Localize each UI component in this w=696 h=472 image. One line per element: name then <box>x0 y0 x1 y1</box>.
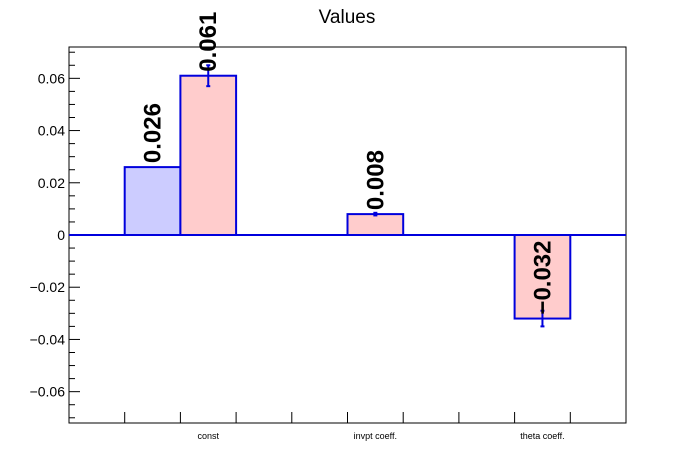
bar <box>513 234 572 320</box>
category-label: invpt coeff. <box>354 431 397 441</box>
data-label: 0.061 <box>195 12 222 72</box>
y-tick-label: −0.02 <box>30 279 66 295</box>
y-tick-label: 0.06 <box>38 70 65 86</box>
data-label: 0.008 <box>362 150 389 210</box>
category-label: const <box>197 431 219 441</box>
bar <box>179 74 238 236</box>
y-tick-label: −0.06 <box>30 384 66 400</box>
bar <box>346 213 405 237</box>
y-tick-label: 0.02 <box>38 175 65 191</box>
chart-title: Values <box>319 7 376 28</box>
y-tick-label: −0.04 <box>30 331 66 347</box>
bar <box>123 166 182 236</box>
data-label: 0.026 <box>140 103 167 163</box>
plot-area: −0.06 −0.04 −0.02 0 0.02 0.04 0.06 const invpt c… <box>30 12 627 441</box>
data-label: −0.032 <box>529 240 556 314</box>
category-label: theta coeff. <box>520 431 564 441</box>
y-tick-label: 0 <box>57 227 65 243</box>
y-tick-label: 0.04 <box>38 123 65 139</box>
